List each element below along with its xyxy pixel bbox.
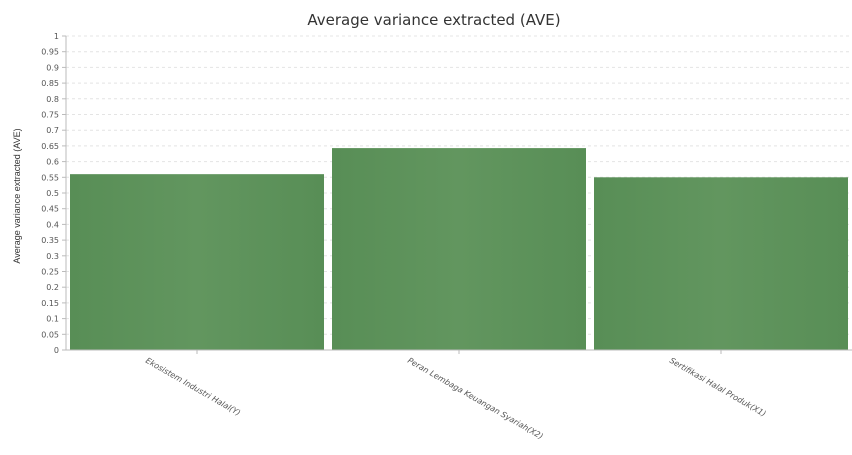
y-tick-label: 0.2	[46, 283, 59, 292]
y-tick-label: 0.95	[41, 48, 59, 57]
y-tick-label: 1	[54, 32, 59, 41]
y-tick-label: 0.45	[41, 205, 59, 214]
y-tick-label: 0.1	[46, 315, 59, 324]
y-tick-label: 0.7	[46, 126, 59, 135]
bars	[70, 148, 848, 350]
y-tick-label: 0.25	[41, 268, 59, 277]
y-axis-ticks: 0 0.05 0.1 0.15 0.2 0.25 0.3 0.35 0.4 0.45 0.5 0.55…	[41, 32, 66, 355]
y-tick-label: 0.8	[46, 95, 59, 104]
y-tick-label: 0	[54, 346, 59, 355]
y-tick-label: 0.55	[41, 173, 59, 182]
y-tick-label: 0.9	[46, 63, 59, 72]
x-tick-label: Sertifikasi Halal Produk(X1)	[668, 356, 768, 419]
y-axis-label: Average variance extracted (AVE)	[12, 128, 22, 263]
y-tick-label: 0.65	[41, 142, 59, 151]
bar[interactable]	[594, 177, 848, 350]
y-tick-label: 0.05	[41, 330, 59, 339]
y-tick-label: 0.5	[46, 189, 59, 198]
bar[interactable]	[70, 174, 324, 350]
y-tick-label: 0.75	[41, 111, 59, 120]
x-tick-label: Peran Lembaga Keuangan Syariah(X2)	[406, 356, 545, 441]
y-tick-label: 0.35	[41, 236, 59, 245]
y-tick-label: 0.6	[46, 158, 59, 167]
y-tick-label: 0.4	[46, 220, 59, 229]
y-tick-label: 0.15	[41, 299, 59, 308]
x-tick-label: Ekosistem Industri Halal(Y)	[144, 356, 242, 418]
chart-title: Average variance extracted (AVE)	[307, 11, 560, 29]
y-tick-label: 0.85	[41, 79, 59, 88]
bar[interactable]	[332, 148, 586, 350]
y-tick-label: 0.3	[46, 252, 59, 261]
x-axis-ticks: Ekosistem Industri Halal(Y) Peran Lembaga…	[144, 350, 768, 441]
